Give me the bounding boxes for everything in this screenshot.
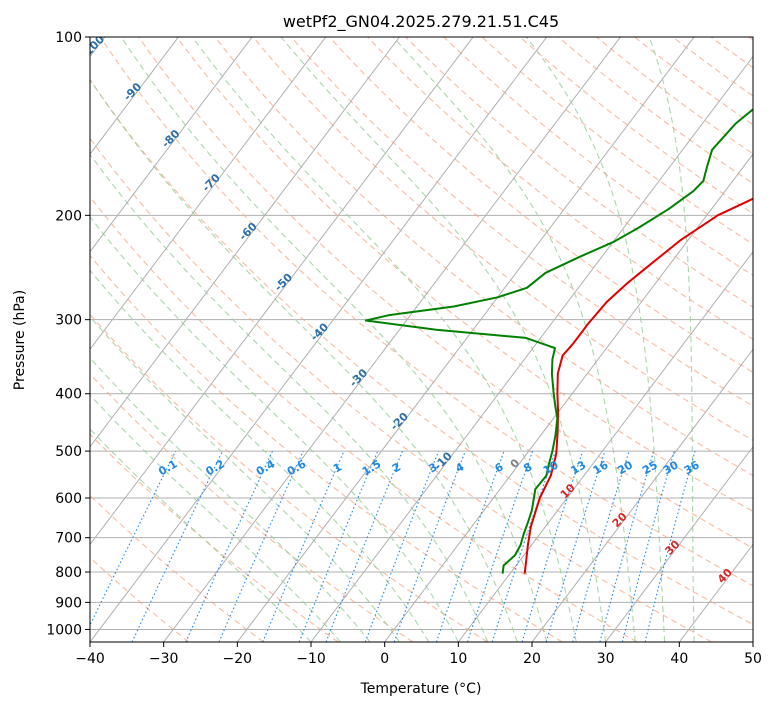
moist-adiabat-line: [90, 428, 312, 642]
mixing-ratio-line: [545, 450, 606, 642]
y-tick-label: 900: [55, 595, 82, 611]
dry-adiabat-line: [90, 137, 712, 642]
mixing-ratio-line: [90, 450, 177, 627]
moist-adiabat-line: [90, 78, 518, 642]
x-tick-label: 0: [380, 651, 389, 667]
plot-area: -100-90-80-70-60-50-40-30-20-100.1 0.2 0.4…: [90, 37, 753, 642]
dewpoint-profile-line: [364, 107, 753, 574]
isotherm-line: [90, 37, 474, 546]
isotherm-line: [163, 37, 622, 642]
isotherm-line: [384, 153, 753, 642]
moist-adiabat-line: [90, 153, 489, 642]
x-tick-label: 40: [670, 651, 688, 667]
mixing-ratio-line: [599, 450, 655, 642]
dry-adiabat-line: [90, 373, 414, 642]
mixing-ratio-line: [466, 450, 534, 642]
moist-adiabat-line: [525, 37, 666, 642]
chart-title: wetPf2_GN04.2025.279.21.51.C45: [283, 12, 559, 32]
mixing-ratio-line: [644, 450, 696, 642]
mixing-ratio-line: [491, 450, 556, 642]
isotherm-line: [90, 37, 253, 253]
dry-adiabat-line: [214, 37, 753, 477]
isotherm-line: [236, 37, 695, 642]
x-tick-label: −30: [149, 651, 179, 667]
y-tick-label: 300: [55, 313, 82, 329]
dry-adiabat-line: [252, 37, 753, 442]
dry-adiabat-line: [90, 433, 339, 642]
y-tick-label: 600: [55, 491, 82, 507]
y-tick-label: 700: [55, 531, 82, 547]
y-tick-label: 200: [55, 208, 82, 224]
mixing-ratio-line: [218, 450, 304, 642]
isotherm-grid: [90, 37, 753, 642]
x-tick-label: −10: [296, 651, 326, 667]
y-tick-label: 500: [55, 444, 82, 460]
dry-adiabat-line: [290, 37, 753, 407]
isotherm-line: [310, 55, 753, 642]
isotherm-line: [605, 446, 753, 642]
mixing-ratio-line: [435, 450, 505, 642]
mixing-ratio-line: [572, 450, 630, 642]
y-axis-title: Pressure (hPa): [12, 290, 28, 390]
dry-adiabat-line: [176, 37, 753, 513]
y-tick-label: 1000: [46, 622, 82, 638]
isobar-grid: [90, 37, 753, 630]
x-tick-label: −40: [75, 651, 105, 667]
dry-adiabats: [90, 37, 753, 642]
mixing-ratio-line: [393, 450, 466, 642]
mixing-ratio-line: [521, 450, 584, 642]
y-tick-label: 400: [55, 387, 82, 403]
mixing-ratio-line: [621, 450, 675, 642]
isotherm-line: [457, 250, 753, 642]
x-tick-label: 10: [449, 651, 467, 667]
isotherm-line: [90, 37, 327, 351]
mixing-ratio-line: [298, 450, 379, 642]
temperature-profile-line: [523, 197, 753, 574]
x-axis-ticks: −40 −30 −20 −10 0 10 20 30 40 50: [75, 642, 762, 667]
mixing-ratio-line: [262, 450, 345, 642]
moist-adiabat-line: [90, 269, 430, 642]
moist-adiabat-line: [392, 37, 636, 642]
x-tick-label: −20: [223, 651, 253, 667]
x-axis-title: Temperature (°C): [360, 681, 482, 697]
x-tick-label: 30: [597, 651, 615, 667]
moist-adiabat-line: [90, 315, 400, 642]
isotherm-line: [90, 37, 180, 155]
dry-adiabat-line: [90, 254, 563, 642]
y-tick-label: 800: [55, 565, 82, 581]
isotherm-line: [678, 543, 753, 642]
mixing-ratio-line: [364, 450, 440, 642]
isotherm-line: [90, 37, 401, 448]
moist-adiabat-line: [90, 394, 341, 642]
isotherm-line: [90, 37, 548, 642]
y-axis-ticks: 1000 900 800 700 600 500 400 300 200 100: [46, 30, 90, 638]
mixing-ratio-lines: [90, 450, 696, 642]
moist-adiabat-line: [280, 37, 607, 642]
dry-adiabat-line: [90, 196, 638, 642]
dry-adiabat-line: [405, 37, 753, 308]
moist-adiabat-line: [648, 37, 695, 642]
x-tick-label: 20: [523, 651, 541, 667]
moist-adiabat-line: [90, 357, 371, 642]
profile-series: [364, 107, 753, 574]
mixing-ratio-line: [325, 450, 404, 642]
x-tick-label: 50: [744, 651, 762, 667]
plot-frame: [89, 36, 754, 643]
moist-adiabat-line: [90, 216, 459, 642]
isotherm-line: [531, 348, 753, 642]
y-tick-label: 100: [55, 30, 82, 46]
